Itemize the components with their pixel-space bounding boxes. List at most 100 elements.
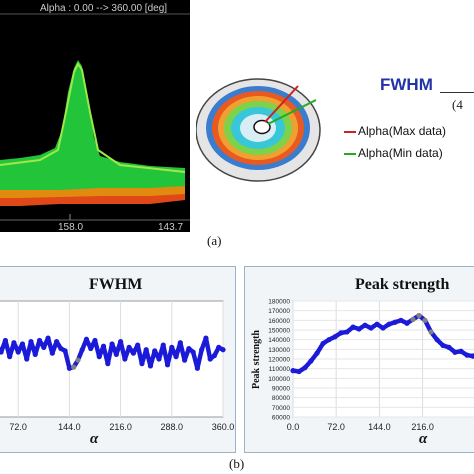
x-tick-label: 144.0 (58, 422, 81, 432)
series-point (404, 320, 410, 326)
fwhm-annotation-subtext: (4 (452, 97, 463, 112)
series-point (139, 361, 145, 367)
series-point (75, 357, 81, 363)
series-point (0, 349, 4, 355)
series-point (66, 365, 72, 371)
profile-band-highlight (0, 62, 186, 173)
legend-item-alpha-min: Alpha(Min data) (344, 146, 443, 160)
series-point (392, 319, 398, 325)
legend-label: Alpha(Min data) (358, 146, 443, 160)
chart-title: Peak strength (355, 276, 449, 293)
diffraction-ring-svg (195, 78, 321, 182)
series-point (190, 349, 196, 355)
series-point (19, 341, 26, 347)
fwhm-annotation-title: FWHM (380, 75, 433, 94)
series-point (290, 368, 296, 374)
series-point (135, 342, 141, 348)
series-point (314, 350, 320, 356)
series-point (2, 337, 8, 344)
x-tick-label: 72.0 (327, 422, 345, 432)
series-point (332, 334, 338, 340)
series-point (186, 345, 192, 352)
series-point (130, 350, 136, 356)
series-point (194, 365, 200, 371)
series-point (356, 326, 362, 332)
y-tick-label: 140000 (268, 337, 290, 344)
series-point (362, 322, 368, 328)
series-point (109, 341, 115, 347)
series-point (100, 343, 107, 349)
series-point (296, 368, 302, 375)
diffraction-ring-diagram (195, 78, 330, 186)
series-point (113, 351, 119, 357)
series-point (36, 337, 43, 344)
series-point (160, 342, 166, 348)
series-point (118, 339, 124, 345)
x-tick-label: 288.0 (161, 422, 184, 432)
series-point (164, 362, 171, 368)
y-tick-label: 110000 (269, 366, 291, 373)
x-tick-label: 0.0 (287, 422, 300, 432)
series-point (156, 356, 162, 362)
series-point (96, 354, 102, 360)
legend-label: Alpha(Max data) (358, 124, 447, 138)
series-point (143, 347, 149, 353)
y-tick-label: 180000 (268, 299, 290, 306)
series-point (122, 356, 128, 362)
y-tick-label: 120000 (268, 357, 290, 364)
series-point (32, 351, 38, 357)
series-point (220, 347, 226, 353)
series-point (344, 329, 350, 335)
fwhm-chart-panel: FWHM 72.0 144.0 216.0 288.0 360.0 α (0, 266, 236, 453)
series-point (152, 348, 158, 354)
series-point (338, 330, 344, 336)
fwhm-chart-svg: FWHM 72.0 144.0 216.0 288.0 360.0 α (0, 276, 234, 447)
series-point (88, 345, 94, 352)
series-point (62, 348, 68, 354)
plot-tick-label: 158.0 (58, 222, 83, 232)
plot-area (0, 300, 224, 418)
series-point (326, 337, 332, 343)
plot-header-text: Alpha : 0.00 --> 360.00 [deg] (40, 3, 167, 14)
x-tick-label: 144.0 (368, 422, 391, 432)
y-tick-label: 70000 (272, 405, 290, 412)
series-point (374, 321, 380, 327)
series-point (308, 358, 314, 364)
series-point (440, 342, 446, 349)
series-point (7, 354, 13, 360)
y-tick-label: 160000 (268, 318, 290, 325)
series-point (15, 349, 21, 355)
series-point (79, 347, 85, 353)
series-point (169, 344, 175, 350)
y-tick-label: 150000 (268, 328, 290, 335)
alpha-min-line (267, 99, 317, 125)
series-point (302, 365, 308, 371)
series-point (177, 340, 183, 346)
y-tick-label: 90000 (272, 386, 290, 393)
y-tick-label: 100000 (268, 376, 290, 383)
series-point (92, 337, 98, 344)
x-tick-label: 216.0 (411, 422, 434, 432)
series-point (203, 335, 209, 341)
series-point (216, 344, 222, 350)
series-point (58, 345, 64, 352)
series-point (49, 350, 55, 356)
series-point (41, 344, 47, 350)
series-point (54, 339, 60, 345)
series-point (126, 344, 132, 350)
y-tick-label: 130000 (268, 347, 290, 354)
series-point (386, 321, 392, 327)
legend-swatch-green (344, 152, 356, 155)
intensity-profile-svg: Alpha : 0.00 --> 360.00 [deg] 158.0 143.… (0, 0, 190, 233)
intensity-profile-plot: Alpha : 0.00 --> 360.00 [deg] 158.0 143.… (0, 0, 190, 233)
series-point (173, 354, 179, 360)
series-point (464, 352, 470, 358)
legend-swatch-red (344, 130, 356, 133)
y-tick-label: 170000 (268, 308, 290, 315)
chart-title: FWHM (89, 276, 142, 293)
legend-item-alpha-max: Alpha(Max data) (344, 124, 446, 138)
alpha-max-line (264, 85, 299, 123)
series-point (380, 325, 386, 331)
series-point (416, 312, 422, 319)
peak-strength-chart-panel: Peak strength 0.0 72.0 144.0 216.0 60000 70000… (244, 266, 474, 453)
